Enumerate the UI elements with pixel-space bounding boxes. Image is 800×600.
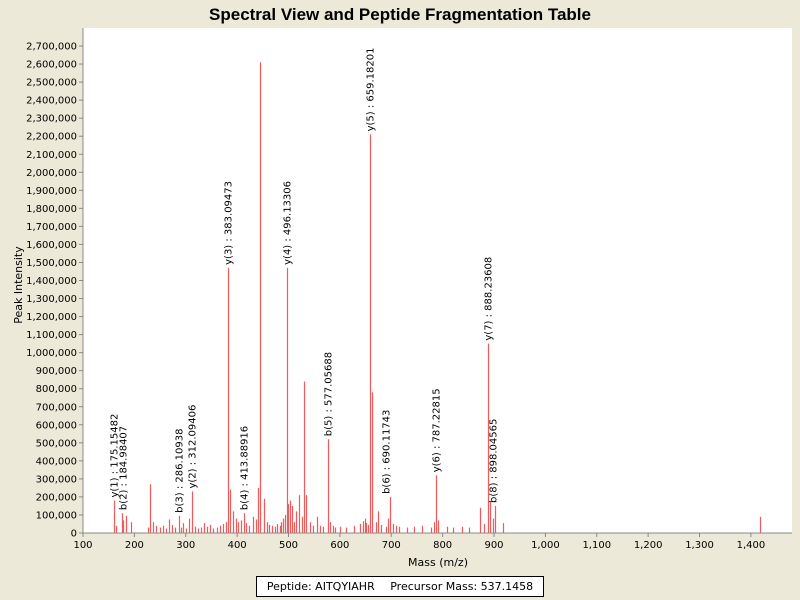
x-tick-label: 800 (433, 540, 452, 551)
x-tick-label: 600 (330, 540, 349, 551)
peak-annotation-label: y(6) : 787.22815 (432, 388, 443, 472)
y-axis-ticks: 0 100,000 200,000 300,000 400,000 500,000 600,… (26, 42, 83, 540)
y-tick-label: 600,000 (36, 420, 77, 431)
legend-peptide: Peptide: AITQYIAHR (266, 580, 375, 593)
y-tick-label: 2,100,000 (26, 150, 77, 161)
y-tick-label: 2,500,000 (26, 78, 77, 89)
peak-annotation-label: b(4) : 413.88916 (240, 426, 251, 510)
x-tick-label: 900 (484, 540, 503, 551)
plot-area (83, 28, 792, 533)
y-tick-label: 700,000 (36, 402, 77, 413)
y-tick-label: 400,000 (36, 456, 77, 467)
y-tick-label: 1,100,000 (26, 330, 77, 341)
y-tick-label: 2,400,000 (26, 96, 77, 107)
x-tick-label: 1,400 (737, 540, 766, 551)
x-tick-label: 300 (176, 540, 195, 551)
x-tick-label: 100 (73, 540, 92, 551)
y-tick-label: 1,700,000 (26, 222, 77, 233)
legend-precursor-mass: Precursor Mass: 537.1458 (390, 580, 534, 593)
y-tick-label: 1,900,000 (26, 186, 77, 197)
x-axis-ticks: 100 200 300 400 500 600 700 800 900 1,000 1,100 1,2… (73, 533, 765, 551)
y-tick-label: 2,600,000 (26, 60, 77, 71)
y-tick-label: 200,000 (36, 492, 77, 503)
x-tick-label: 1,000 (531, 540, 560, 551)
peak-annotation-label: b(5) : 577.05688 (324, 352, 335, 436)
y-tick-label: 1,000,000 (26, 348, 77, 359)
x-axis-label: Mass (m/z) (408, 556, 468, 569)
peak-annotation-label: y(5) : 659.18201 (366, 48, 377, 132)
x-tick-label: 1,300 (685, 540, 714, 551)
y-tick-label: 2,000,000 (26, 168, 77, 179)
x-tick-label: 400 (228, 540, 247, 551)
y-tick-label: 1,400,000 (26, 276, 77, 287)
y-tick-label: 0 (71, 529, 77, 540)
peak-annotation-label: b(8) : 898.04565 (489, 419, 500, 503)
peak-series (113, 62, 762, 533)
y-tick-label: 1,200,000 (26, 312, 77, 323)
y-tick-label: 2,200,000 (26, 132, 77, 143)
x-tick-label: 1,200 (634, 540, 663, 551)
y-tick-label: 1,800,000 (26, 204, 77, 215)
y-tick-label: 1,300,000 (26, 294, 77, 305)
peak-annotation-label: y(4) : 496.13306 (283, 181, 294, 265)
peak-annotation-label: y(3) : 383.09473 (224, 181, 235, 265)
x-tick-label: 200 (125, 540, 144, 551)
y-tick-label: 1,500,000 (26, 258, 77, 269)
peak-annotation-label: y(1) : 175.15482 (110, 414, 121, 498)
chart-title: Spectral View and Peptide Fragmentation … (209, 5, 591, 24)
x-tick-label: 1,100 (582, 540, 611, 551)
peak-annotation-label: b(2) : 184.98407 (119, 426, 130, 510)
peak-annotation-label: y(7) : 888.23608 (484, 257, 495, 341)
y-tick-label: 100,000 (36, 510, 77, 521)
y-tick-label: 800,000 (36, 384, 77, 395)
y-tick-label: 1,600,000 (26, 240, 77, 251)
peak-annotation-label: b(3) : 286.10938 (175, 429, 186, 513)
y-axis-label: Peak Intensity (12, 246, 25, 324)
chart-legend: Peptide: AITQYIAHR Precursor Mass: 537.1… (256, 576, 544, 597)
y-tick-label: 300,000 (36, 474, 77, 485)
peak-annotation-label: y(2) : 312.09406 (188, 405, 199, 489)
peak-annotation-label: b(6) : 690.11743 (382, 410, 393, 494)
y-tick-label: 2,700,000 (26, 42, 77, 53)
y-tick-label: 900,000 (36, 366, 77, 377)
y-tick-label: 2,300,000 (26, 114, 77, 125)
y-tick-label: 500,000 (36, 438, 77, 449)
x-tick-label: 700 (382, 540, 401, 551)
x-tick-label: 500 (279, 540, 298, 551)
